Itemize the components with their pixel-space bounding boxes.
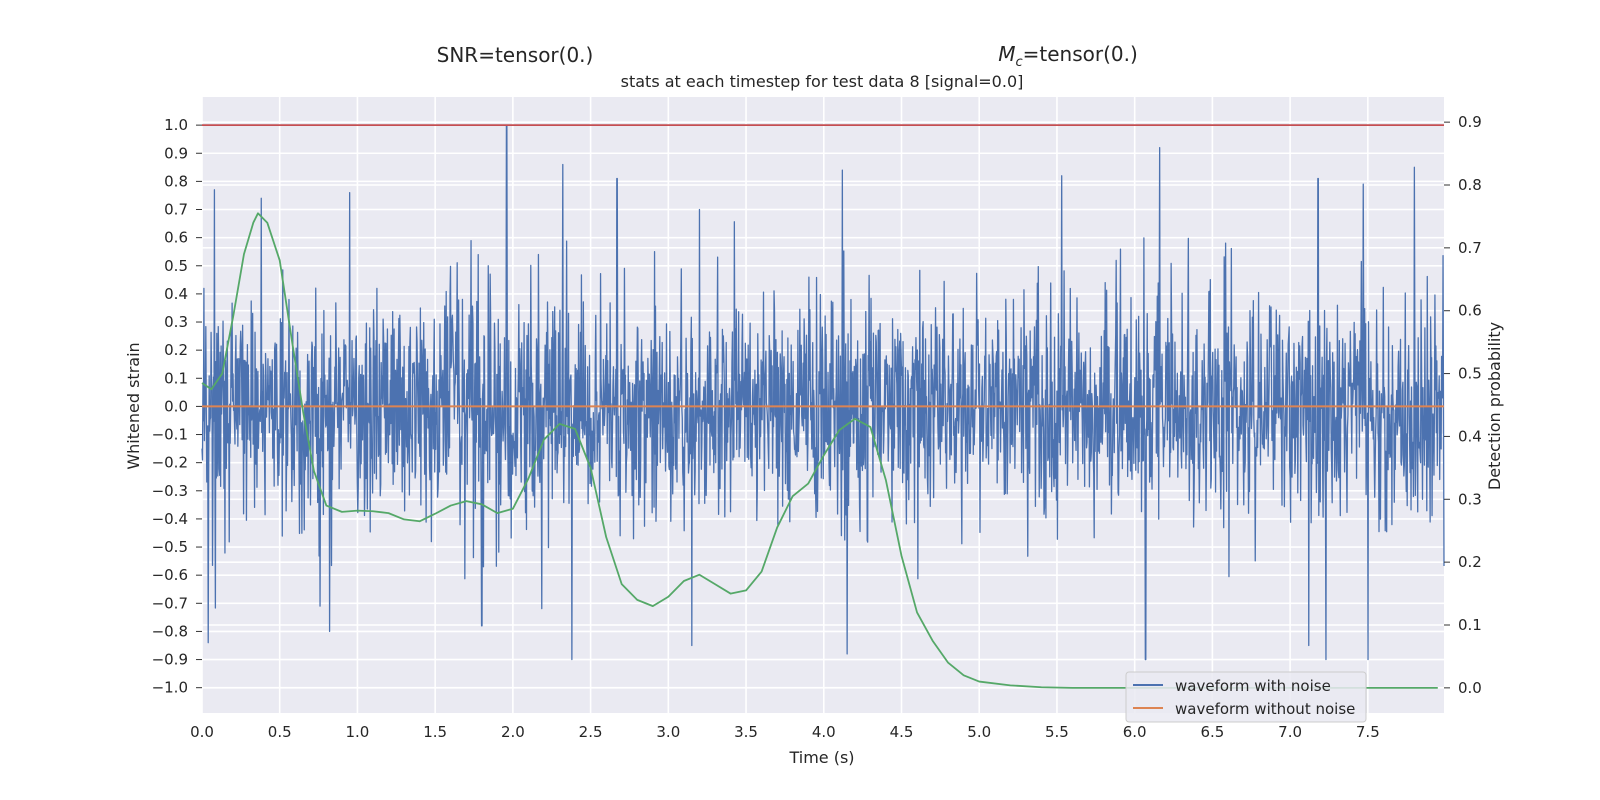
x-tick-label: 2.5 (579, 723, 603, 741)
y-tick-label: 0.2 (164, 341, 188, 359)
y-tick-label: −0.2 (152, 454, 188, 472)
y-right-tick-label: 0.8 (1458, 176, 1482, 194)
y-right-tick-label: 0.4 (1458, 427, 1482, 445)
x-tick-label: 6.0 (1123, 723, 1147, 741)
y-tick-label: −1.0 (152, 679, 188, 697)
y-right-tick-label: 0.5 (1458, 365, 1482, 383)
x-tick-label: 0.0 (190, 723, 214, 741)
y-right-tick-label: 0.9 (1458, 113, 1482, 131)
legend: waveform with noise waveform without noi… (1125, 671, 1367, 723)
x-tick-label: 4.5 (890, 723, 914, 741)
y-axis-right-label: Detection probability (1485, 322, 1504, 490)
y-axis-label: Whitened strain (124, 342, 143, 469)
y-tick-label: 0.5 (164, 257, 188, 275)
y-tick-label: −0.3 (152, 482, 188, 500)
y-right-tick-label: 0.2 (1458, 553, 1482, 571)
x-tick-label: 5.0 (967, 723, 991, 741)
y-right-tick-label: 0.0 (1458, 679, 1482, 697)
titles: SNR=tensor(0.) Mc=tensor(0.) stats at ea… (437, 42, 1138, 91)
x-tick-label: 0.5 (268, 723, 292, 741)
x-tick-label: 2.0 (501, 723, 525, 741)
x-tick-label: 7.0 (1278, 723, 1302, 741)
x-tick-label: 3.0 (656, 723, 680, 741)
x-tick-label: 4.0 (812, 723, 836, 741)
series-waveform-with-noise (201, 124, 1445, 661)
y-tick-label: 0.8 (164, 172, 188, 190)
series-detection-probability (201, 212, 1438, 689)
x-axis-label: Time (s) (788, 748, 854, 767)
y-tick-label: 0.1 (164, 369, 188, 387)
snr-title: SNR=tensor(0.) (437, 43, 594, 67)
x-tick-label: 1.0 (346, 723, 370, 741)
legend-label-noise: waveform with noise (1175, 677, 1331, 695)
y-right-tick-label: 0.7 (1458, 239, 1482, 257)
y-tick-label: 0.3 (164, 313, 188, 331)
x-tick-label: 6.5 (1200, 723, 1224, 741)
y-tick-label: 0.6 (164, 229, 188, 247)
y-right-tick-label: 0.6 (1458, 302, 1482, 320)
y-tick-label: 0.0 (164, 397, 188, 415)
legend-box (1125, 671, 1367, 723)
y-tick-label: −0.1 (152, 426, 188, 444)
y-tick-label: −0.6 (152, 566, 188, 584)
y-tick-label: 0.4 (164, 285, 188, 303)
y-tick-label: −0.7 (152, 594, 188, 612)
y-tick-label: 1.0 (164, 116, 188, 134)
y-tick-label: −0.8 (152, 622, 188, 640)
y-tick-label: −0.4 (152, 510, 188, 528)
x-tick-label: 1.5 (423, 723, 447, 741)
x-tick-label: 7.5 (1356, 723, 1380, 741)
y-tick-label: 0.9 (164, 144, 188, 162)
y-tick-label: −0.5 (152, 538, 188, 556)
y-right-tick-label: 0.3 (1458, 490, 1482, 508)
x-tick-label: 3.5 (734, 723, 758, 741)
y-tick-label: 0.7 (164, 201, 188, 219)
legend-label-clean: waveform without noise (1175, 700, 1355, 718)
y-tick-label: −0.9 (152, 651, 188, 669)
plot-area (201, 97, 1445, 713)
x-tick-label: 5.5 (1045, 723, 1069, 741)
chart-title: stats at each timestep for test data 8 [… (621, 72, 1024, 91)
y-right-tick-label: 0.1 (1458, 616, 1482, 634)
mc-title: Mc=tensor(0.) (998, 42, 1138, 70)
